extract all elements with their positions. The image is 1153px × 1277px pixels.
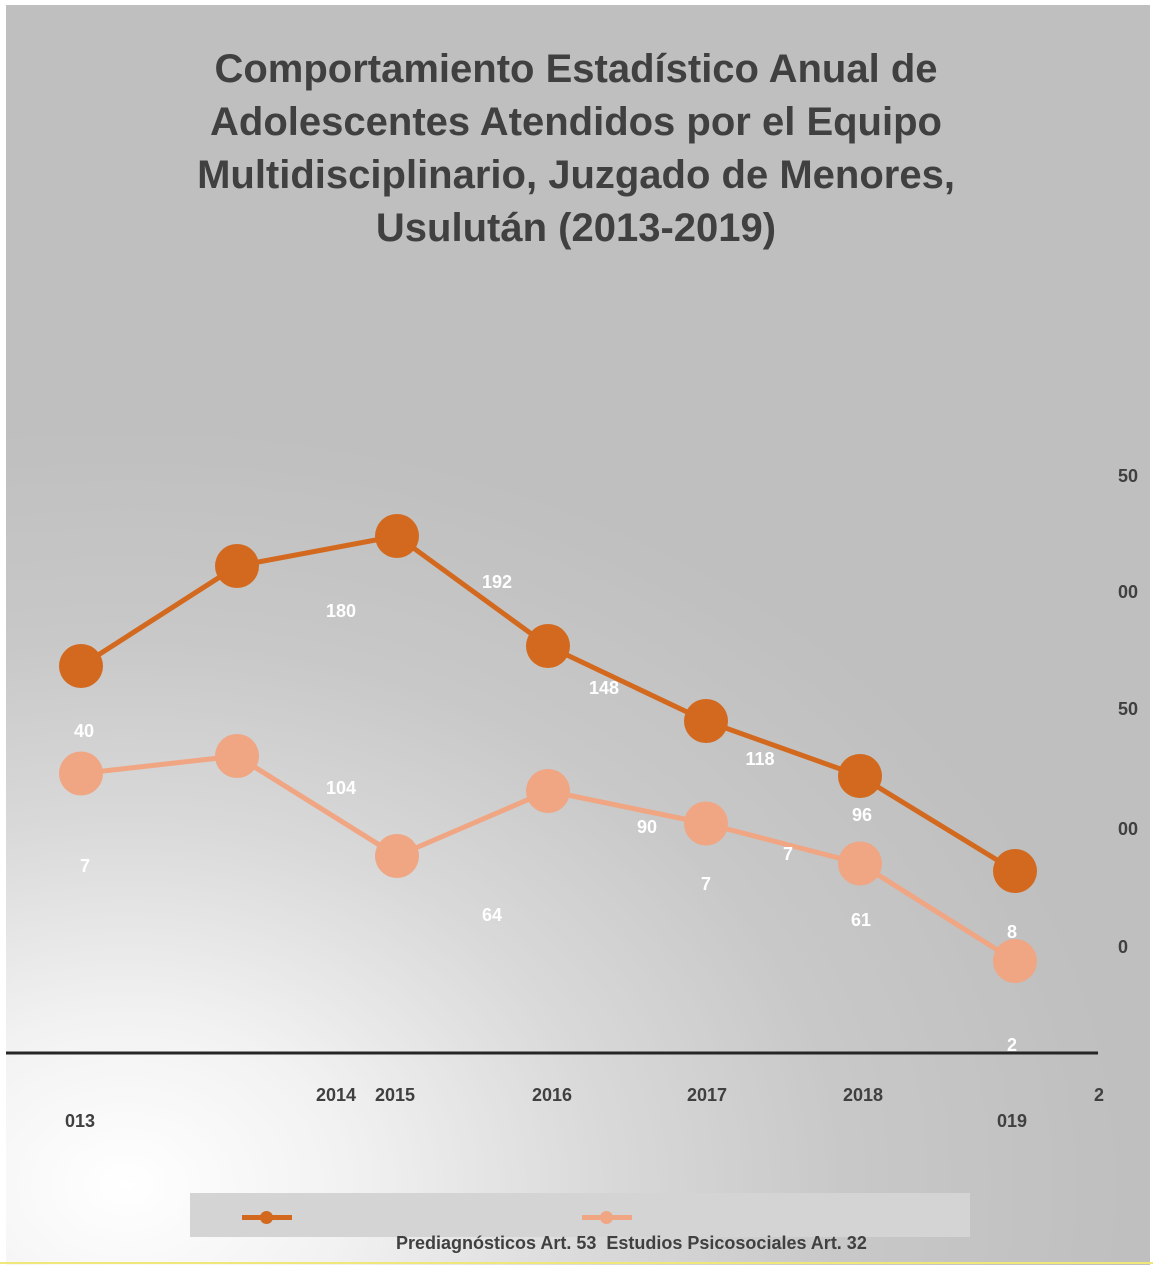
y-tick-label-4: 0 (1118, 937, 1128, 957)
legend-key-estudios (582, 1211, 632, 1224)
legend-marker-prediagnosticos (260, 1211, 273, 1224)
legend-key-prediagnosticos (242, 1211, 292, 1224)
data-label-estudios-1: 104 (326, 778, 356, 798)
chart-frame: Comportamiento Estadístico Anual de Adol… (6, 5, 1150, 1265)
data-label-estudios-7: 2 (1007, 1035, 1017, 1055)
x-tick-label-0: 013 (65, 1111, 95, 1131)
point-prediagnosticos-2018 (838, 754, 882, 798)
point-prediagnosticos-2015 (375, 514, 419, 558)
y-tick-label-0: 50 (1118, 466, 1138, 486)
x-tick-label-7: 2 (1094, 1085, 1104, 1105)
x-tick-label-6: 019 (997, 1111, 1027, 1131)
data-label-estudios-2: 64 (482, 905, 502, 925)
x-tick-label-2: 2015 (375, 1085, 415, 1105)
y-tick-label-2: 50 (1118, 699, 1138, 719)
y-tick-label-1: 00 (1118, 582, 1138, 602)
data-label-prediagnosticos-6: 8 (1007, 922, 1017, 942)
point-prediagnosticos-2017 (684, 699, 728, 743)
y-tick-label-3: 00 (1118, 819, 1138, 839)
point-prediagnosticos-2013 (59, 644, 103, 688)
point-estudios-2018 (838, 841, 882, 886)
legend-text: Prediagnósticos Art. 53 Estudios Psicoso… (396, 1233, 867, 1253)
point-estudios-2016 (526, 769, 570, 813)
data-label-prediagnosticos-5: 96 (852, 805, 872, 825)
point-prediagnosticos-2019 (993, 849, 1037, 893)
data-label-prediagnosticos-4: 118 (745, 749, 774, 769)
point-estudios-2014 (215, 734, 259, 778)
point-estudios-2017 (684, 801, 728, 846)
data-label-estudios-0: 7 (80, 856, 90, 876)
point-estudios-2015 (375, 834, 419, 878)
data-label-prediagnosticos-3: 148 (589, 678, 619, 698)
x-tick-label-1: 2014 (316, 1085, 356, 1105)
x-tick-label-4: 2017 (687, 1085, 727, 1105)
point-prediagnosticos-2016 (526, 624, 570, 668)
data-label-prediagnosticos-1: 180 (326, 601, 356, 621)
line-chart: 4018019214811896871046490776125000500000… (6, 466, 1138, 1131)
point-estudios-2019 (993, 939, 1037, 983)
data-label-estudios-6: 61 (851, 910, 871, 930)
x-tick-label-3: 2016 (532, 1085, 572, 1105)
x-tick-label-5: 2018 (843, 1085, 883, 1105)
data-label-estudios-3: 90 (637, 817, 657, 837)
series-line-prediagnosticos (79, 533, 1017, 874)
legend (190, 1193, 970, 1237)
point-prediagnosticos-2014 (215, 544, 259, 588)
data-label-estudios-4: 7 (701, 874, 711, 894)
point-estudios-2013 (59, 751, 103, 796)
data-label-prediagnosticos-0: 40 (74, 721, 94, 741)
bottom-rule (0, 1262, 1153, 1264)
chart-title: Comportamiento Estadístico Anual de Adol… (197, 47, 955, 250)
data-label-estudios-5: 7 (783, 844, 793, 864)
data-label-prediagnosticos-2: 192 (482, 572, 512, 592)
legend-marker-estudios (600, 1211, 613, 1224)
